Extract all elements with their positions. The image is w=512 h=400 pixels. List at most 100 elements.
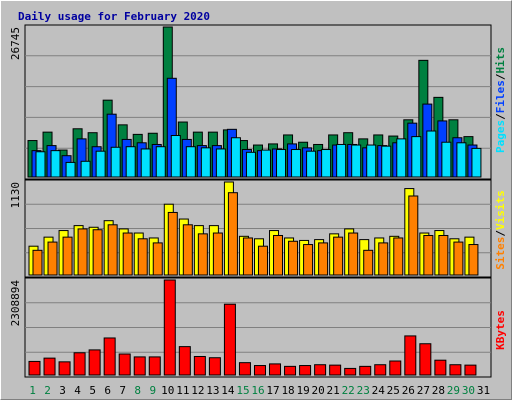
x-tick-label: 1 xyxy=(29,384,36,397)
legend-visits: Visits xyxy=(494,190,507,230)
sites-bar xyxy=(122,232,133,276)
sites-bar xyxy=(242,237,253,276)
x-tick-label: 10 xyxy=(161,384,174,397)
x-tick-label: 20 xyxy=(312,384,325,397)
x-tick-label: 28 xyxy=(432,384,445,397)
kbytes-bar xyxy=(329,364,342,376)
pages-bar xyxy=(110,146,121,178)
pages-bar xyxy=(471,147,482,178)
kbytes-bar xyxy=(208,357,221,376)
sites-bar xyxy=(212,232,223,276)
sites-bar xyxy=(423,234,434,276)
sites-bar xyxy=(197,233,208,276)
kbytes-bar xyxy=(193,355,206,376)
x-tick-label: 25 xyxy=(387,384,400,397)
kbytes-bar xyxy=(299,365,312,376)
x-tick-label: 11 xyxy=(176,384,189,397)
x-tick-label: 3 xyxy=(59,384,66,397)
kbytes-bar xyxy=(253,365,266,376)
x-tick-label: 23 xyxy=(357,384,370,397)
sites-bar xyxy=(348,232,359,276)
sites-bar xyxy=(62,236,73,276)
pages-bar xyxy=(276,149,287,178)
pages-bar xyxy=(50,150,61,178)
pages-bar xyxy=(456,142,467,178)
x-tick-label: 26 xyxy=(402,384,415,397)
y-max-label: 26745 xyxy=(9,27,22,60)
x-tick-label: 24 xyxy=(372,384,386,397)
sites-bar xyxy=(137,238,148,276)
x-tick-label: 31 xyxy=(477,384,490,397)
legend-kbytes: KBytes xyxy=(494,310,507,350)
kbytes-bar xyxy=(314,364,327,376)
pages-bar xyxy=(170,134,181,178)
pages-bar xyxy=(336,143,347,178)
y-max-label: 1130 xyxy=(9,182,22,209)
sites-bar xyxy=(438,234,449,276)
label-separator: / xyxy=(494,73,507,80)
x-tick-label: 16 xyxy=(251,384,264,397)
kbytes-bar xyxy=(344,367,357,376)
x-tick-label: 21 xyxy=(327,384,340,397)
pages-bar xyxy=(321,149,332,178)
series-label-2: Sites/Visits xyxy=(494,190,507,270)
pages-bar xyxy=(366,144,377,178)
pages-bar xyxy=(95,150,106,178)
x-tick-label: 4 xyxy=(74,384,81,397)
kbytes-bar xyxy=(449,364,462,376)
series-label-1: Pages/Files/Hits xyxy=(494,47,507,153)
kbytes-bar xyxy=(58,361,71,376)
sites-bar xyxy=(32,249,43,276)
pages-bar xyxy=(411,136,422,178)
legend-sites: Sites xyxy=(494,237,507,270)
sites-bar xyxy=(408,195,419,276)
x-tick-label: 9 xyxy=(149,384,156,397)
legend-hits: Hits xyxy=(494,47,507,74)
x-tick-label: 6 xyxy=(104,384,111,397)
sites-bar xyxy=(77,228,88,276)
x-tick-label: 30 xyxy=(462,384,475,397)
pages-bar xyxy=(230,137,241,178)
sites-bar xyxy=(47,241,58,276)
sites-bar xyxy=(167,211,178,276)
kbytes-bar xyxy=(389,360,402,376)
kbytes-bar xyxy=(88,349,101,376)
kbytes-bar xyxy=(238,362,251,376)
pages-bar xyxy=(200,147,211,178)
kbytes-bar xyxy=(464,364,477,376)
kbytes-bar xyxy=(28,360,41,376)
kbytes-bar xyxy=(284,365,297,376)
pages-bar xyxy=(426,130,437,178)
x-tick-label: 18 xyxy=(281,384,294,397)
pages-bar xyxy=(291,149,302,178)
kbytes-bar xyxy=(359,365,372,376)
x-tick-label: 17 xyxy=(266,384,279,397)
pages-bar xyxy=(306,150,317,178)
sites-bar xyxy=(227,192,238,276)
label-separator: / xyxy=(494,230,507,237)
sites-bar xyxy=(182,224,193,276)
x-tick-label: 22 xyxy=(342,384,355,397)
pages-bar xyxy=(441,141,452,178)
kbytes-bar xyxy=(419,343,432,376)
sites-bar xyxy=(333,236,344,276)
legend-files: Files xyxy=(494,80,507,113)
kbytes-bar xyxy=(43,357,56,376)
sites-bar xyxy=(288,240,299,276)
x-tick-label: 29 xyxy=(447,384,460,397)
sites-bar xyxy=(318,242,329,276)
pages-bar xyxy=(155,146,166,178)
chart-panel-2: 1130 Sites/Visits xyxy=(9,179,507,278)
pages-bar xyxy=(140,148,151,178)
kbytes-bar xyxy=(148,356,161,376)
x-tick-label: 15 xyxy=(236,384,249,397)
sites-bar xyxy=(107,224,118,276)
pages-bar xyxy=(260,149,271,178)
kbytes-bar xyxy=(404,335,417,376)
sites-bar xyxy=(152,242,163,276)
chart-title: Daily usage for February 2020 xyxy=(18,10,210,23)
legend-pages: Pages xyxy=(494,120,507,153)
x-tick-label: 14 xyxy=(221,384,235,397)
